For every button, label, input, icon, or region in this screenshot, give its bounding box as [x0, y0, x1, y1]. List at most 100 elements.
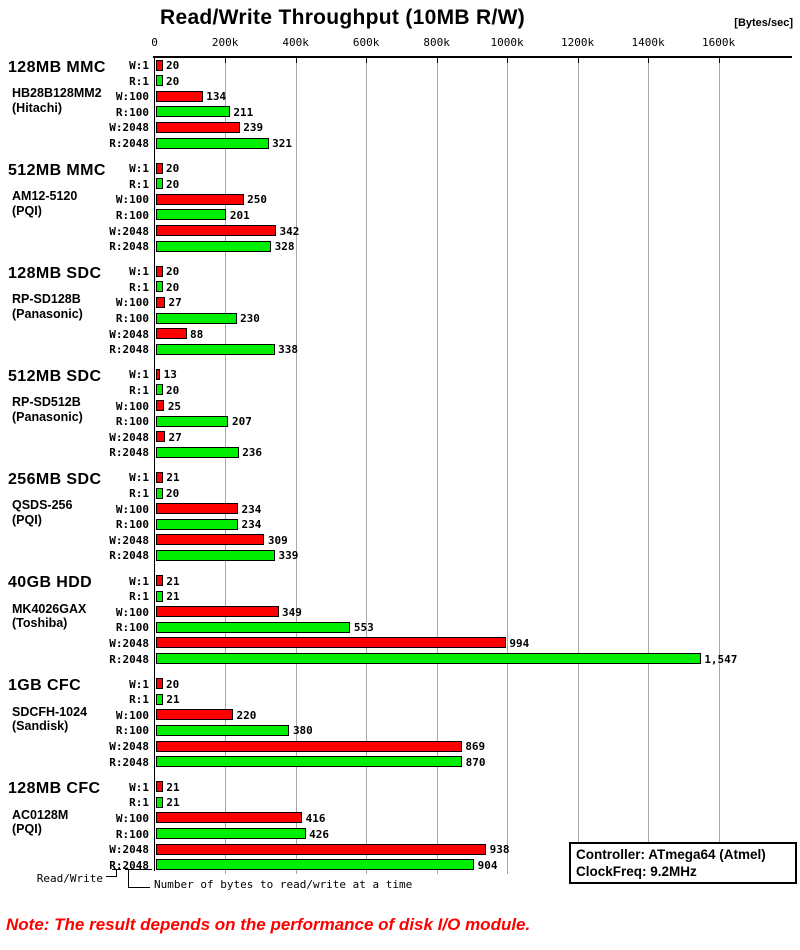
row-label: R:2048: [109, 858, 149, 872]
bar-value-label: 21: [166, 574, 180, 588]
row-label: W:2048: [109, 121, 149, 135]
group-model: RP-SD512B: [12, 395, 81, 410]
bar-value-label: 20: [166, 487, 180, 500]
bar-value-label: 20: [166, 265, 180, 279]
gridline: [718, 57, 720, 874]
row-label: W:2048: [109, 843, 149, 857]
bar-write: [155, 781, 163, 793]
bar-value-label: 349: [282, 605, 302, 619]
bar-read: [155, 828, 306, 839]
group-maker: (Toshiba): [12, 616, 68, 630]
row-label: R:100: [115, 621, 149, 635]
row-label: R:100: [115, 827, 149, 841]
bar-write: [155, 328, 187, 340]
bar-value-label: 21: [166, 471, 180, 485]
row-label: W:1: [129, 471, 149, 485]
row-label: R:1: [129, 177, 149, 191]
bar-read: [155, 724, 290, 736]
bar-value-label: 134: [206, 90, 227, 104]
row-label: W:2048: [109, 224, 149, 238]
bar-value-label: 207: [231, 415, 252, 429]
row-label: R:100: [115, 415, 149, 429]
row-label: W:1: [129, 265, 149, 279]
group-model: AC0128M: [12, 807, 69, 822]
gridline: [225, 57, 227, 874]
bar-write: [155, 534, 265, 546]
bar-write: [155, 90, 203, 102]
row-label: W:100: [115, 708, 149, 722]
group-maker: (Hitachi): [12, 100, 62, 115]
row-label: W:1: [129, 59, 149, 72]
axis-tick-label: 200k: [211, 36, 239, 49]
axis-tick: [648, 57, 650, 63]
gridline: [295, 57, 297, 874]
row-label: R:100: [115, 208, 149, 222]
bar-write: [155, 193, 244, 205]
bar-value-label: 236: [242, 446, 263, 460]
gridline: [577, 57, 579, 874]
row-label: R:1: [129, 796, 149, 810]
bar-write: [155, 265, 163, 277]
row-label: W:100: [115, 193, 149, 207]
row-label: W:1: [129, 574, 149, 588]
bar-value-label: 321: [272, 137, 293, 150]
group-maker: (PQI): [12, 512, 42, 527]
row-label: R:1: [129, 74, 149, 88]
group-model: MK4026GAX: [12, 601, 87, 616]
bar-value-label: 239: [243, 121, 264, 135]
bar-write: [155, 709, 234, 721]
bar-value-label: 416: [305, 811, 326, 825]
legend-connector-vertical-bytes: [127, 869, 129, 888]
row-label: W:1: [129, 368, 149, 382]
controller-info-box: Controller: ATmega64 (Atmel) ClockFreq: …: [569, 842, 797, 884]
row-label: W:100: [115, 605, 149, 619]
bar-write: [155, 400, 165, 411]
row-label: W:100: [115, 502, 149, 516]
bar-value-label: 20: [166, 280, 180, 294]
bar-read: [155, 487, 163, 499]
bar-write: [155, 637, 506, 649]
bar-value-label: 88: [190, 327, 204, 341]
bar-value-label: 220: [236, 708, 257, 722]
bar-read: [155, 756, 463, 768]
clockfreq-text: ClockFreq: 9.2MHz: [576, 864, 697, 879]
bar-value-label: 20: [166, 74, 180, 88]
bar-value-label: 869: [465, 740, 486, 753]
bar-value-label: 328: [274, 240, 295, 254]
bar-value-label: 380: [292, 724, 313, 738]
group-model: SDCFH-1024: [12, 704, 88, 719]
group-model: HB28B128MM2: [12, 86, 102, 100]
bar-read: [155, 75, 163, 87]
axis-tick-label: 600k: [352, 36, 380, 49]
bar-write: [155, 503, 238, 515]
row-label: R:100: [115, 518, 149, 532]
row-label: W:1: [129, 162, 149, 176]
gridline: [648, 57, 650, 874]
row-label: R:2048: [109, 549, 149, 563]
bar-write: [155, 368, 161, 380]
bar-value-label: 25: [167, 399, 182, 413]
bar-read: [155, 137, 269, 149]
bar-value-label: 339: [278, 549, 299, 563]
chart-title: Read/Write Throughput (10MB R/W): [160, 6, 526, 29]
bar-write: [155, 678, 163, 690]
axis-tick: [436, 57, 438, 63]
bar-read: [155, 518, 238, 530]
y-axis-line: [153, 55, 156, 871]
footnote: Note: The result depends on the performa…: [6, 915, 531, 934]
bar-read: [155, 384, 163, 396]
axis-unit-label: [Bytes/sec]: [734, 17, 793, 29]
bar-read: [155, 549, 275, 561]
row-label: R:1: [129, 590, 149, 604]
bar-read: [155, 653, 701, 664]
axis-tick: [577, 57, 579, 63]
group-name: 128MB SDC: [8, 264, 102, 282]
legend-underline-readwrite: [112, 868, 121, 870]
bar-read: [155, 415, 229, 427]
x-axis-line: [153, 55, 792, 58]
bar-read: [155, 281, 163, 293]
bar-write: [155, 606, 279, 618]
bar-value-label: 21: [166, 590, 180, 604]
bar-write: [155, 162, 163, 174]
